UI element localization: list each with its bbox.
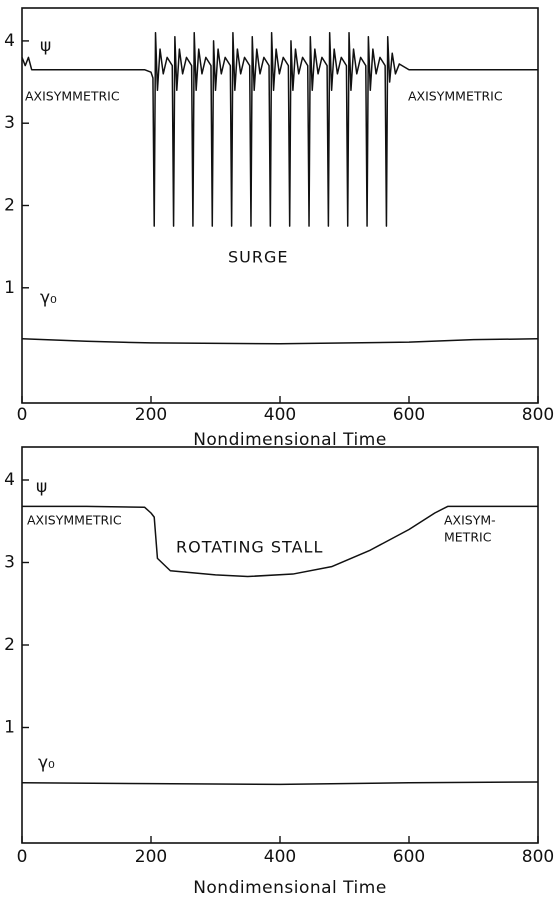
annotation: AXISYMMETRIC xyxy=(27,513,122,528)
x-tick-label: 0 xyxy=(17,847,28,867)
series-line xyxy=(21,781,539,786)
x-tick-label: 800 xyxy=(522,405,554,425)
y-tick-label: 3 xyxy=(4,113,15,133)
x-tick-label: 600 xyxy=(393,405,425,425)
y-tick-label: 2 xyxy=(4,196,15,216)
series-line xyxy=(21,31,538,227)
x-tick-label: 200 xyxy=(135,847,167,867)
x-axis-label: Nondimensional Time xyxy=(193,878,387,897)
x-tick-label: 400 xyxy=(264,847,296,867)
series-line xyxy=(22,505,538,578)
y-tick-label: 4 xyxy=(4,470,15,490)
x-axis-label: Nondimensional Time xyxy=(193,430,387,450)
x-tick-label: 400 xyxy=(264,405,296,425)
x-tick-label: 800 xyxy=(522,847,554,867)
annotation: AXISYMMETRIC xyxy=(408,89,503,104)
ann-psi: ψ xyxy=(36,477,47,497)
annotation: AXISYMMETRIC xyxy=(25,89,120,104)
annotation: ROTATING STALL xyxy=(176,538,323,557)
x-tick-label: 600 xyxy=(393,847,425,867)
x-tick-label: 200 xyxy=(135,405,167,425)
annotation: AXISYM- xyxy=(444,513,496,528)
ann-gamma: γ₀ xyxy=(38,753,55,773)
y-tick-label: 4 xyxy=(4,31,15,51)
y-tick-label: 2 xyxy=(4,635,15,655)
y-tick-label: 3 xyxy=(4,553,15,573)
y-tick-label: 1 xyxy=(4,718,15,738)
x-tick-label: 0 xyxy=(17,405,28,425)
y-tick-label: 1 xyxy=(4,278,15,298)
annotation: SURGE xyxy=(228,248,289,267)
ann-gamma: γ₀ xyxy=(40,288,57,308)
series-line xyxy=(21,338,539,345)
ann-psi: ψ xyxy=(40,36,51,56)
annotation: METRIC xyxy=(444,530,492,545)
